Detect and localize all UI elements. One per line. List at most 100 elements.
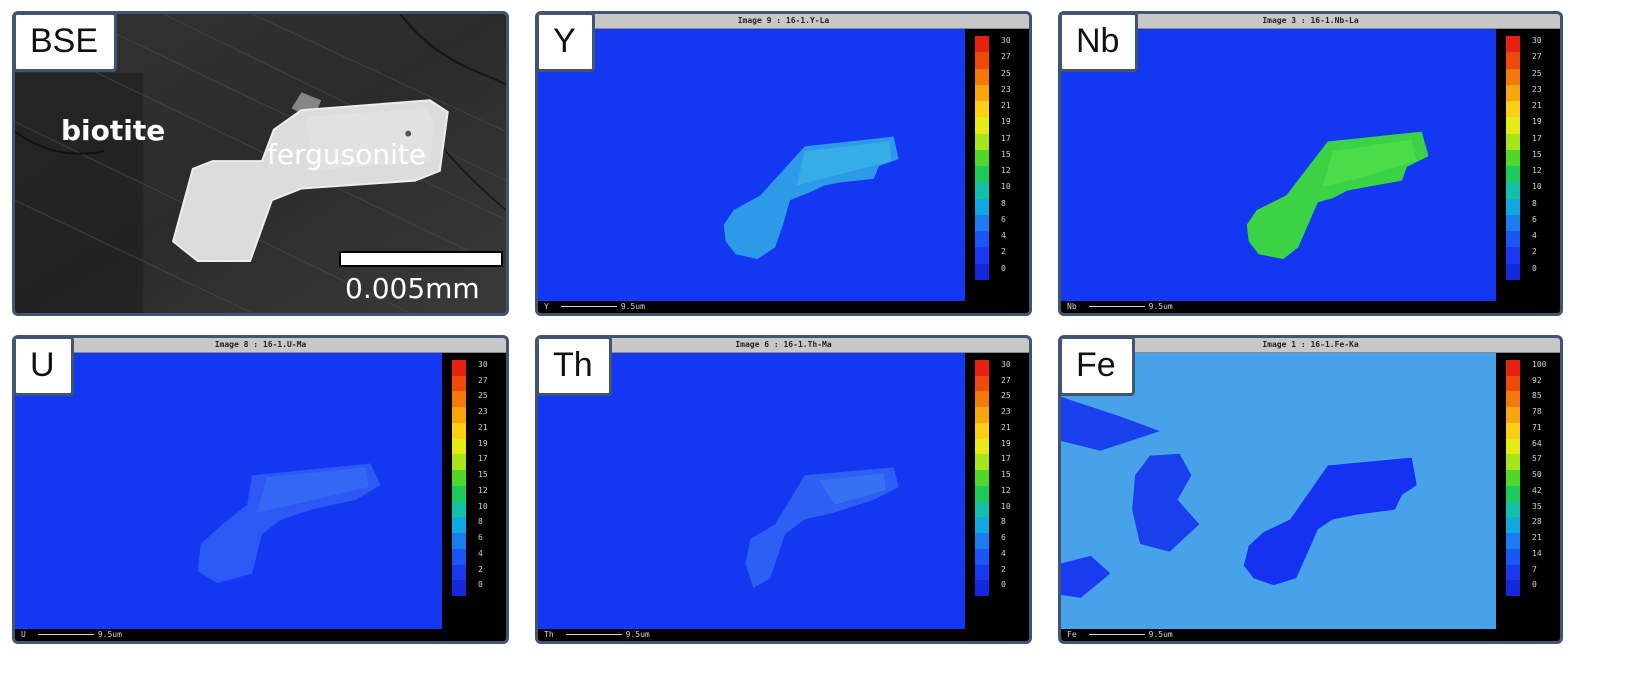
color-scale-step: [1506, 501, 1520, 518]
map-label: U: [15, 338, 74, 396]
footer-scale: 9.5um: [620, 302, 645, 311]
footer-element: Nb: [1067, 302, 1077, 311]
color-scale-step: [1506, 52, 1520, 69]
color-scale-tick: 4: [478, 548, 483, 558]
footer-scale: 9.5um: [1148, 302, 1173, 311]
color-scale-step: [1506, 182, 1520, 199]
color-scale-tick: 19: [1001, 117, 1011, 127]
map-label: Nb: [1061, 14, 1139, 72]
color-scale-step: [452, 564, 466, 581]
color-scale-step: [975, 231, 989, 248]
color-scale-step: [975, 52, 989, 69]
bse-image: [15, 14, 506, 313]
color-scale-tick: 25: [1001, 391, 1011, 401]
footer-element: Fe: [1067, 630, 1077, 639]
color-scale-tick: 30: [1001, 360, 1011, 369]
color-scale-step: [1506, 438, 1520, 455]
nb-distribution-map: [1061, 27, 1560, 313]
map-panel-fe: Image 1 : 16-1.Fe-Ka 100 92 85 78 71 64 57 50 42…: [1058, 335, 1563, 644]
color-scale-gradient: [452, 360, 466, 597]
footer-element: Th: [544, 630, 554, 639]
color-scale-tick: 64: [1532, 438, 1542, 448]
footer-scale-line: [1088, 634, 1145, 635]
y-distribution-map: [538, 27, 1029, 313]
color-scale-step: [975, 454, 989, 471]
color-scale-tick: 2: [478, 564, 483, 574]
color-scale-tick: 35: [1532, 501, 1542, 511]
color-scale-tick: 100: [1532, 360, 1547, 369]
footer-scale-line: [1088, 306, 1145, 307]
color-scale-tick: 23: [1532, 84, 1542, 94]
mineral-label-fergusonite: fergusonite: [267, 138, 427, 171]
map-footer: Fe 9.5um: [1061, 629, 1496, 641]
color-scale-step: [975, 580, 989, 597]
color-scale-step: [1506, 149, 1520, 167]
color-scale-step: [975, 247, 989, 264]
color-scale-step: [975, 438, 989, 455]
footer-scale-line: [565, 634, 622, 635]
color-scale-step: [975, 149, 989, 167]
color-scale-step: [1506, 517, 1520, 534]
map-footer: U 9.5um: [15, 629, 442, 641]
color-scale-tick: 23: [1001, 407, 1011, 417]
color-scale-step: [1506, 247, 1520, 264]
color-scale-tick: 6: [1001, 214, 1006, 224]
color-scale-tick: 4: [1001, 231, 1006, 241]
color-scale-tick: 15: [1001, 470, 1011, 480]
color-scale-step: [452, 517, 466, 534]
color-scale-step: [975, 407, 989, 423]
bse-label: BSE: [15, 14, 118, 72]
color-scale-tick: 30: [478, 360, 488, 369]
color-scale-step: [1506, 580, 1520, 597]
color-scale-tick: 14: [1532, 548, 1542, 558]
color-scale-tick: 6: [1532, 214, 1537, 224]
color-scale-tick: 28: [1532, 517, 1542, 527]
map-title: Image 9 : 16-1.Y-La: [538, 14, 1029, 29]
color-scale-tick: 7: [1532, 564, 1537, 574]
map-label: Y: [538, 14, 595, 72]
color-scale-tick: 12: [478, 485, 488, 495]
color-scale-tick: 27: [478, 375, 488, 385]
color-scale-step: [975, 101, 989, 118]
map-footer: Nb 9.5um: [1061, 301, 1496, 313]
color-scale-step: [452, 501, 466, 518]
color-scale-step: [1506, 263, 1520, 280]
color-scale-tick: 17: [1001, 133, 1011, 143]
color-scale-tick: 15: [1001, 149, 1011, 159]
color-scale-tick: 21: [1001, 101, 1011, 111]
color-scale-step: [975, 517, 989, 534]
color-scale-step: [1506, 133, 1520, 150]
footer-scale: 9.5um: [625, 630, 650, 639]
color-scale-tick: 19: [1001, 438, 1011, 448]
color-scale-ticks: 100 92 85 78 71 64 57 50 42 35 28 21 14 7 0: [1532, 360, 1558, 596]
color-scale-step: [1506, 68, 1520, 85]
color-scale-tick: 8: [1532, 198, 1537, 208]
map-panel-u: Image 8 : 16-1.U-Ma 30 27 25 23 21 19 17 15 12 10…: [12, 335, 509, 644]
th-distribution-map: [538, 351, 1029, 641]
color-scale-step: [452, 485, 466, 502]
footer-scale-line: [560, 306, 617, 307]
color-scale-step: [975, 501, 989, 518]
map-label: Fe: [1061, 338, 1135, 396]
color-scale-tick: 12: [1532, 166, 1542, 176]
color-scale-tick: 8: [478, 517, 483, 527]
color-scale-step: [975, 214, 989, 232]
color-scale-tick: 17: [1532, 133, 1542, 143]
color-scale-step: [1506, 407, 1520, 423]
color-scale-step: [1506, 84, 1520, 102]
footer-scale: 9.5um: [97, 630, 122, 639]
footer-scale: 9.5um: [1148, 630, 1173, 639]
color-scale-step: [975, 198, 989, 215]
color-scale-step: [975, 117, 989, 134]
map-footer: Th 9.5um: [538, 629, 965, 641]
color-scale: 30 27 25 23 21 19 17 15 12 10 8 6 4 2 0: [1496, 28, 1560, 313]
map-title: Image 1 : 16-1.Fe-Ka: [1061, 338, 1560, 353]
color-scale-tick: 19: [1532, 117, 1542, 127]
color-scale-step: [975, 166, 989, 183]
color-scale-tick: 0: [1001, 580, 1006, 590]
color-scale-step: [975, 485, 989, 502]
color-scale-step: [975, 84, 989, 102]
color-scale-step: [975, 263, 989, 280]
color-scale-step: [452, 407, 466, 423]
color-scale-tick: 17: [478, 454, 488, 464]
